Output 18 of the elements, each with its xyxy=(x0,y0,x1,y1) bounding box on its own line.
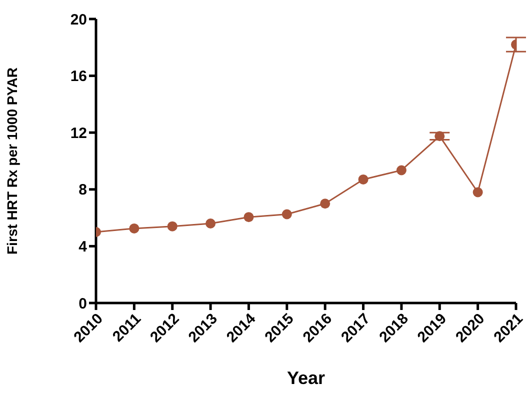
point xyxy=(244,212,254,222)
point xyxy=(167,221,178,232)
y-tick-label: 4 xyxy=(78,238,88,256)
y-tick-label: 20 xyxy=(70,11,87,28)
y-tick-label: 0 xyxy=(78,295,87,312)
y-tick-label: 12 xyxy=(70,124,87,142)
point xyxy=(282,209,292,220)
x-axis-title: Year xyxy=(286,368,326,388)
point xyxy=(206,218,216,228)
y-axis-title: First HRT Rx per 1000 PYAR xyxy=(4,68,20,254)
point xyxy=(396,165,406,176)
point xyxy=(434,131,445,142)
point xyxy=(358,174,368,184)
y-tick-label: 8 xyxy=(78,182,87,199)
point xyxy=(472,187,483,198)
point xyxy=(320,198,330,209)
y-tick-label: 16 xyxy=(70,68,87,86)
point xyxy=(129,223,140,234)
